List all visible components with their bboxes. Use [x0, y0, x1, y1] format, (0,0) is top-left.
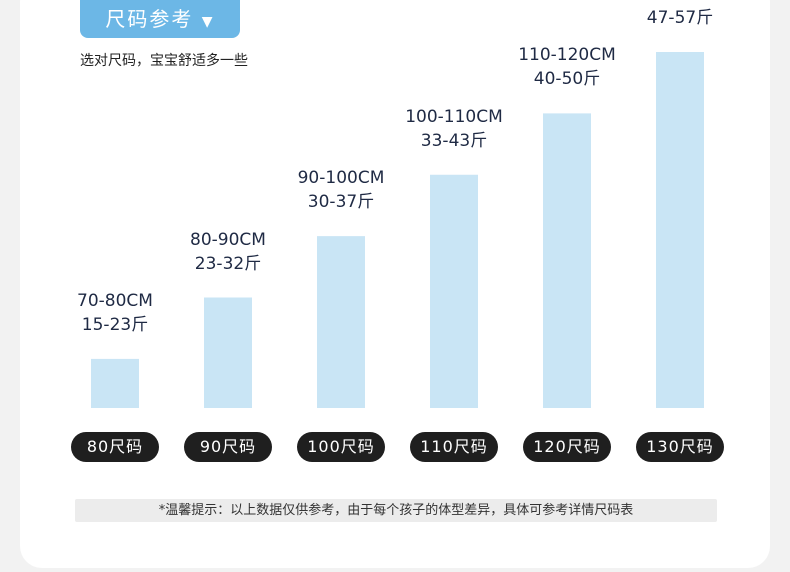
height-label-5: 120-130CM [620, 0, 740, 6]
height-label-0: 70-80CM [77, 290, 153, 311]
weight-label-5: 47-57斤 [646, 8, 714, 28]
height-label-3: 100-110CM [405, 106, 503, 127]
height-label-2: 90-100CM [297, 168, 385, 189]
height-label-1: 80-90CM [190, 229, 266, 250]
size-badge-4: 120尺码 [523, 432, 611, 462]
chevron-down-icon: ▼ [201, 14, 215, 30]
subtitle: 选对尺码，宝宝舒适多一些 [80, 53, 248, 69]
bar-3 [430, 174, 478, 408]
page-title: 尺码参考 [105, 7, 194, 31]
weight-label-0: 15-23斤 [81, 314, 149, 335]
weight-label-4: 40-50斤 [533, 69, 601, 90]
height-label-4: 110-120CM [518, 45, 616, 66]
size-badge-0: 80尺码 [71, 432, 159, 462]
weight-label-3: 33-43斤 [420, 130, 488, 151]
weight-label-1: 23-32斤 [194, 253, 262, 274]
size-badge-1: 90尺码 [184, 432, 272, 462]
size-badge-3: 110尺码 [410, 432, 498, 462]
bar-2 [317, 236, 365, 408]
weight-label-2: 30-37斤 [307, 192, 375, 213]
size-badge-2: 100尺码 [297, 432, 385, 462]
title-pill: 尺码参考 ▼ [80, 0, 240, 38]
footer-note: *温馨提示：以上数据仅供参考，由于每个孩子的体型差异，具体可参考详情尺码表 [75, 499, 717, 522]
size-chart-card [20, 0, 770, 568]
bar-0 [91, 358, 139, 408]
size-bar-chart [91, 52, 704, 409]
bar-4 [543, 113, 591, 409]
size-badge-5: 130尺码 [636, 432, 724, 462]
bar-5 [656, 52, 704, 408]
bar-1 [204, 297, 252, 408]
